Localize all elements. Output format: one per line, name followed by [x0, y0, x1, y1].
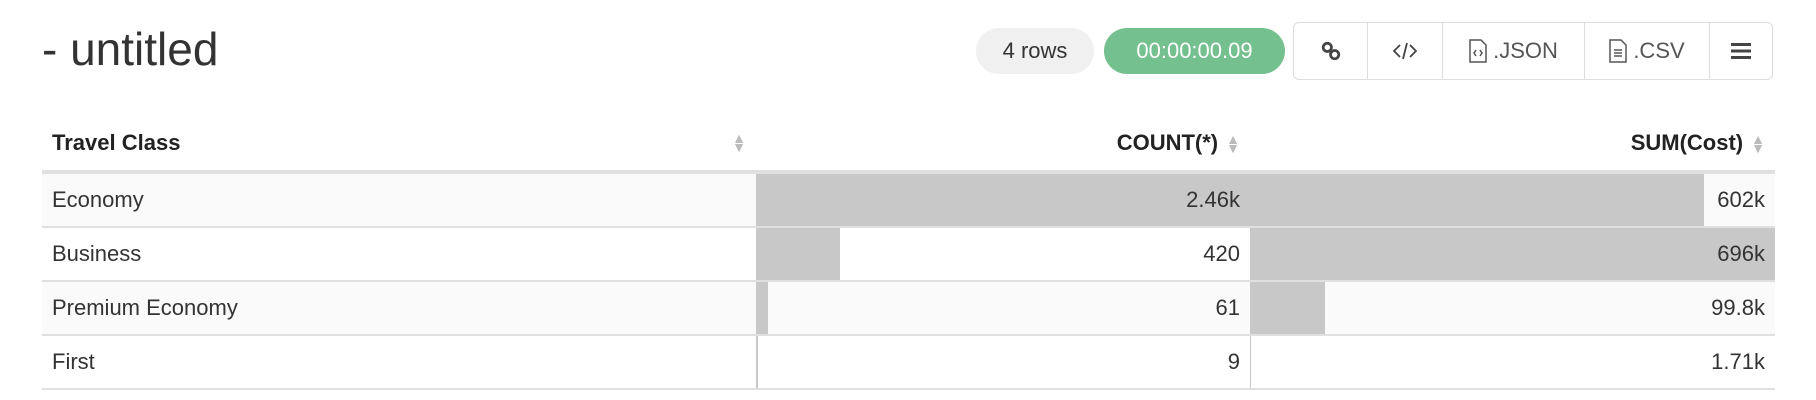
cell-travel-class: Economy: [42, 172, 756, 228]
link-icon: [1321, 41, 1340, 61]
page-title: - untitled: [42, 23, 219, 75]
cell-sum-cost: 99.8k: [1250, 281, 1775, 336]
export-csv-button[interactable]: .CSV: [1585, 23, 1710, 79]
cell-sum-cost: 1.71k: [1250, 335, 1775, 390]
table-row[interactable]: Premium Economy 61 99.8k: [42, 281, 1775, 336]
cell-travel-class: First: [42, 335, 756, 390]
cell-count: 2.46k: [756, 172, 1250, 228]
sum-bar: [1250, 282, 1326, 334]
count-bar: [756, 282, 769, 334]
menu-button[interactable]: [1710, 23, 1772, 79]
column-header-travel-class[interactable]: Travel Class ▲ ▼: [42, 116, 756, 174]
hamburger-menu-icon: [1731, 43, 1751, 59]
sort-icon[interactable]: ▲ ▼: [732, 130, 746, 155]
cell-count: 420: [756, 227, 1250, 282]
column-header-sum-cost[interactable]: SUM(Cost) ▲ ▼: [1250, 116, 1775, 174]
column-header-count[interactable]: COUNT(*) ▲ ▼: [756, 116, 1250, 174]
toolbar: .JSON .CSV: [1293, 22, 1773, 80]
cell-count: 9: [756, 335, 1250, 390]
copy-link-button[interactable]: [1294, 23, 1368, 79]
sort-icon[interactable]: ▲ ▼: [1751, 131, 1765, 157]
cell-travel-class: Business: [42, 227, 756, 282]
export-json-button[interactable]: .JSON: [1443, 23, 1585, 79]
count-bar: [756, 174, 1250, 226]
cell-count: 61: [756, 281, 1250, 336]
table-row[interactable]: Economy 2.46k 602k: [42, 172, 1775, 228]
embed-code-button[interactable]: [1368, 23, 1443, 79]
table-row[interactable]: Business 420 696k: [42, 227, 1775, 282]
count-bar: [756, 228, 841, 280]
json-label: .JSON: [1493, 38, 1558, 63]
count-bar: [756, 336, 758, 388]
sum-bar: [1250, 174, 1705, 226]
sum-bar: [1250, 336, 1252, 388]
csv-file-icon: [1609, 39, 1628, 63]
cell-sum-cost: 602k: [1250, 172, 1775, 228]
row-count-badge: 4 rows: [976, 28, 1094, 74]
csv-label: .CSV: [1633, 38, 1685, 63]
sum-bar: [1250, 228, 1775, 280]
json-file-icon: [1469, 39, 1487, 63]
cell-travel-class: Premium Economy: [42, 281, 756, 336]
results-table: Travel Class ▲ ▼ COUNT(*) ▲ ▼ SUM(Cost) ▲ ▼ Ec…: [42, 116, 1775, 390]
sort-icon[interactable]: ▲ ▼: [1226, 131, 1240, 157]
table-row[interactable]: First 9 1.71k: [42, 335, 1775, 390]
cell-sum-cost: 696k: [1250, 227, 1775, 282]
code-icon: [1393, 42, 1417, 60]
query-timer-badge: 00:00:00.09: [1104, 28, 1285, 74]
